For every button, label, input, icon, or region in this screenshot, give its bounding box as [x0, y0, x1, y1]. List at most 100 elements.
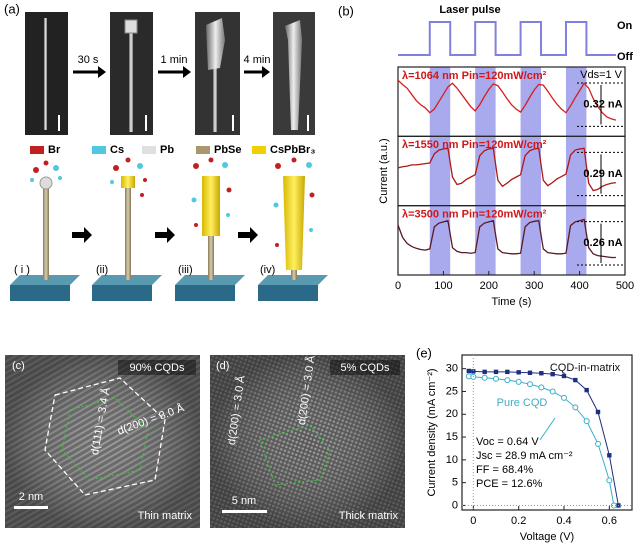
scale-bar	[222, 510, 267, 513]
marker	[466, 368, 471, 374]
stage-label: (ii)	[96, 264, 108, 276]
pulse-shade	[475, 205, 496, 275]
pulse-shade	[520, 205, 542, 275]
marker	[538, 384, 545, 391]
legend-label: CsPbBr₃	[270, 144, 315, 156]
nanowire	[129, 32, 133, 132]
shell	[206, 18, 225, 70]
marker	[610, 502, 617, 509]
marker	[595, 440, 601, 447]
series-label: λ=3500 nm Pin=120mW/cm²	[402, 209, 547, 221]
panel-label: (e)	[416, 345, 432, 360]
panel-c: (c) 90% CQDs d(111) = 3.4 Å d(200) = 3.0…	[5, 355, 200, 528]
y-axis-label: Current density (mA cm⁻²)	[426, 368, 438, 496]
annotation: FF = 68.4%	[476, 464, 533, 476]
tag-bg	[118, 360, 196, 375]
y-tick-label: 20	[446, 408, 458, 420]
marker	[606, 477, 613, 484]
series-line	[397, 218, 616, 259]
scale-bar	[307, 115, 309, 131]
legend-label: Pure CQD	[497, 397, 548, 409]
marker	[549, 388, 556, 395]
y-tick-label: 15	[446, 431, 458, 443]
scale-label: 5 nm	[232, 495, 256, 507]
legend-label: Cs	[110, 144, 124, 156]
annotation: Voc = 0.64 V	[476, 436, 539, 448]
x-tick-label: 500	[616, 280, 634, 292]
marker	[515, 378, 522, 385]
legend-swatch	[30, 146, 44, 154]
scale-label: 2 nm	[19, 491, 43, 503]
marker	[504, 377, 511, 384]
panel-label: (c)	[12, 360, 25, 372]
legend-swatch	[92, 146, 106, 154]
y-tick-label: 25	[446, 385, 458, 397]
y-axis-label: Current (a.u.)	[378, 138, 390, 203]
pulse-label: On	[617, 20, 633, 32]
marker	[561, 394, 567, 401]
marker	[493, 369, 499, 375]
atoms	[30, 157, 315, 247]
pulse-shade	[520, 67, 542, 137]
marker	[471, 369, 476, 374]
marker	[527, 370, 533, 375]
marker	[561, 373, 567, 379]
series-label: λ=1064 nm Pin=120mW/cm²	[402, 70, 547, 82]
panel-a: (a) 30 s 1 min 4 min Br Cs Pb PbSe CsPbB…	[4, 1, 328, 301]
bias-label: Vds=1 V	[580, 69, 623, 81]
marker	[516, 370, 521, 375]
annotation: PCE = 12.6%	[476, 478, 543, 490]
y-tick-label: 30	[446, 363, 458, 375]
legend-label: PbSe	[214, 144, 242, 156]
x-tick-label: 0.4	[556, 515, 571, 527]
x-tick-label: 0.6	[602, 515, 617, 527]
marker	[493, 375, 499, 382]
x-axis-label: Voltage (V)	[520, 531, 574, 543]
y-tick-label: 0	[452, 499, 458, 511]
tem-shading	[5, 355, 200, 528]
pulse-shade	[475, 136, 496, 206]
pulse-shade	[429, 205, 451, 275]
legend-label: CQD-in-matrix	[550, 362, 621, 374]
amplitude-label: 0.32 nA	[583, 99, 622, 111]
annotation: Jsc = 28.9 mA cm⁻²	[476, 450, 573, 462]
marker	[505, 369, 510, 375]
time-label: 30 s	[78, 54, 99, 66]
scale-bar	[145, 115, 147, 131]
nanowire	[213, 60, 217, 132]
arrows	[73, 66, 270, 78]
x-tick-label: 200	[480, 280, 498, 292]
panel-label: (b)	[338, 3, 354, 18]
pulse-shade	[429, 67, 451, 137]
x-tick-label: 100	[434, 280, 452, 292]
marker	[595, 409, 601, 415]
marker	[481, 374, 488, 381]
substrates	[10, 275, 328, 301]
pulse-shade	[565, 205, 587, 275]
tag-bg	[330, 360, 400, 375]
x-tick-label: 0	[395, 280, 401, 292]
legend-swatch	[142, 146, 156, 154]
pulse-wave	[398, 21, 616, 56]
grain-outline	[259, 424, 331, 486]
stage-label: (iii)	[178, 264, 193, 276]
time-label: 4 min	[244, 54, 271, 66]
x-tick-label: 0.2	[511, 515, 526, 527]
tag: 5% CQDs	[341, 362, 390, 374]
legend-swatch	[196, 146, 210, 154]
caption: Thin matrix	[138, 510, 193, 522]
nanocube	[124, 19, 138, 34]
scale-bar	[58, 115, 60, 131]
marker	[539, 371, 544, 376]
pulse-shade	[475, 67, 496, 137]
series-line	[397, 79, 617, 121]
scale-bar	[14, 506, 48, 509]
panel-label: (d)	[216, 360, 229, 372]
y-tick-label: 10	[446, 454, 458, 466]
marker	[573, 377, 578, 383]
amplitude-label: 0.29 nA	[583, 168, 622, 180]
rods	[39, 176, 305, 280]
series-line	[397, 147, 617, 192]
